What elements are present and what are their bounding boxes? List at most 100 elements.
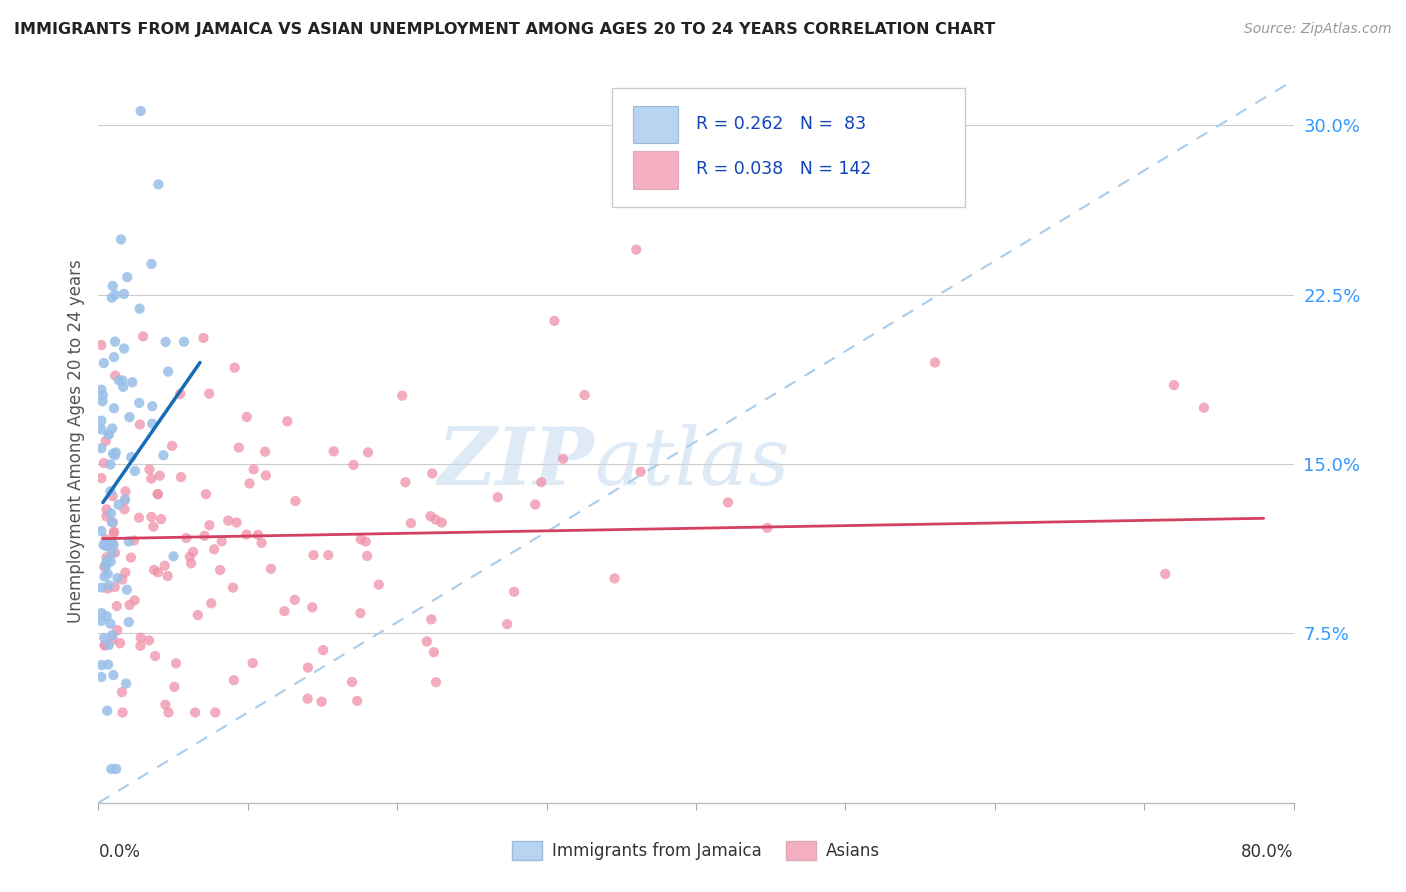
Point bbox=[574, 388, 596, 402]
Point bbox=[225, 516, 247, 530]
Point bbox=[176, 531, 198, 545]
Point bbox=[138, 462, 160, 476]
Point bbox=[180, 557, 202, 571]
Point bbox=[90, 524, 112, 538]
Point bbox=[97, 582, 120, 596]
Text: IMMIGRANTS FROM JAMAICA VS ASIAN UNEMPLOYMENT AMONG AGES 20 TO 24 YEARS CORRELAT: IMMIGRANTS FROM JAMAICA VS ASIAN UNEMPLO… bbox=[14, 22, 995, 37]
Point bbox=[142, 519, 165, 533]
Point bbox=[90, 441, 112, 455]
Point bbox=[235, 527, 257, 541]
Point bbox=[101, 279, 124, 293]
Point bbox=[138, 633, 160, 648]
Point bbox=[416, 634, 439, 648]
Point bbox=[100, 762, 122, 776]
Point bbox=[209, 563, 232, 577]
Point bbox=[349, 606, 371, 620]
Text: Source: ZipAtlas.com: Source: ZipAtlas.com bbox=[1244, 22, 1392, 37]
Point bbox=[114, 484, 136, 499]
Point bbox=[1163, 378, 1185, 392]
Point bbox=[420, 467, 443, 481]
Point bbox=[128, 417, 150, 432]
Point bbox=[311, 695, 333, 709]
Point bbox=[141, 257, 163, 271]
Point bbox=[96, 609, 118, 624]
Point bbox=[115, 676, 138, 690]
Point bbox=[354, 534, 377, 549]
Point bbox=[101, 447, 124, 461]
Point bbox=[756, 521, 779, 535]
Point bbox=[96, 539, 118, 553]
Point bbox=[141, 509, 163, 524]
Point bbox=[129, 631, 152, 645]
Point bbox=[297, 660, 319, 674]
Point bbox=[162, 549, 184, 564]
Point bbox=[129, 639, 152, 653]
Point bbox=[356, 549, 378, 563]
Point bbox=[101, 536, 124, 550]
Point bbox=[90, 670, 112, 684]
Point bbox=[101, 628, 124, 642]
Point bbox=[94, 559, 117, 574]
Point bbox=[148, 178, 170, 192]
Point bbox=[284, 592, 307, 607]
Point bbox=[626, 243, 648, 257]
Point bbox=[173, 334, 195, 349]
Point bbox=[486, 490, 509, 504]
Point bbox=[112, 287, 135, 301]
Point bbox=[96, 550, 118, 565]
Point bbox=[96, 537, 118, 551]
Point bbox=[91, 394, 114, 409]
Point bbox=[143, 563, 166, 577]
Point bbox=[141, 417, 163, 431]
Point bbox=[165, 657, 187, 671]
Point bbox=[115, 582, 138, 597]
Point bbox=[198, 386, 221, 401]
Point bbox=[112, 342, 135, 356]
Point bbox=[111, 685, 134, 699]
Point bbox=[357, 445, 380, 459]
Point bbox=[110, 232, 132, 246]
Point bbox=[717, 495, 740, 509]
Point bbox=[346, 694, 368, 708]
Point bbox=[179, 549, 201, 564]
Point bbox=[104, 334, 127, 349]
Point bbox=[96, 535, 118, 549]
Point bbox=[101, 632, 124, 647]
Point bbox=[101, 421, 124, 435]
Point bbox=[273, 604, 295, 618]
Point bbox=[103, 538, 125, 552]
Point bbox=[100, 506, 122, 520]
Point bbox=[146, 487, 169, 501]
Point bbox=[97, 657, 120, 672]
Point bbox=[105, 762, 128, 776]
Point bbox=[187, 608, 209, 623]
Point bbox=[128, 301, 150, 316]
Point bbox=[630, 465, 652, 479]
Point bbox=[118, 534, 141, 549]
Point bbox=[163, 680, 186, 694]
Point bbox=[118, 598, 141, 612]
Point bbox=[242, 656, 264, 670]
Point bbox=[114, 493, 136, 508]
Point bbox=[160, 439, 183, 453]
Point bbox=[104, 368, 127, 383]
Point bbox=[90, 614, 112, 628]
Point bbox=[104, 445, 127, 459]
Point bbox=[155, 698, 177, 712]
Point bbox=[103, 350, 125, 364]
Text: R = 0.262   N =  83: R = 0.262 N = 83 bbox=[696, 115, 866, 133]
Point bbox=[104, 448, 127, 462]
Point bbox=[254, 444, 277, 458]
Point bbox=[93, 639, 115, 653]
Point bbox=[94, 538, 117, 552]
Point bbox=[551, 451, 574, 466]
Point bbox=[193, 331, 215, 345]
Point bbox=[97, 427, 120, 442]
Point bbox=[302, 548, 325, 562]
Point bbox=[181, 545, 204, 559]
Point bbox=[96, 502, 118, 516]
Point bbox=[98, 578, 121, 592]
Point bbox=[124, 593, 146, 607]
Point bbox=[143, 648, 166, 663]
Point bbox=[90, 422, 112, 436]
